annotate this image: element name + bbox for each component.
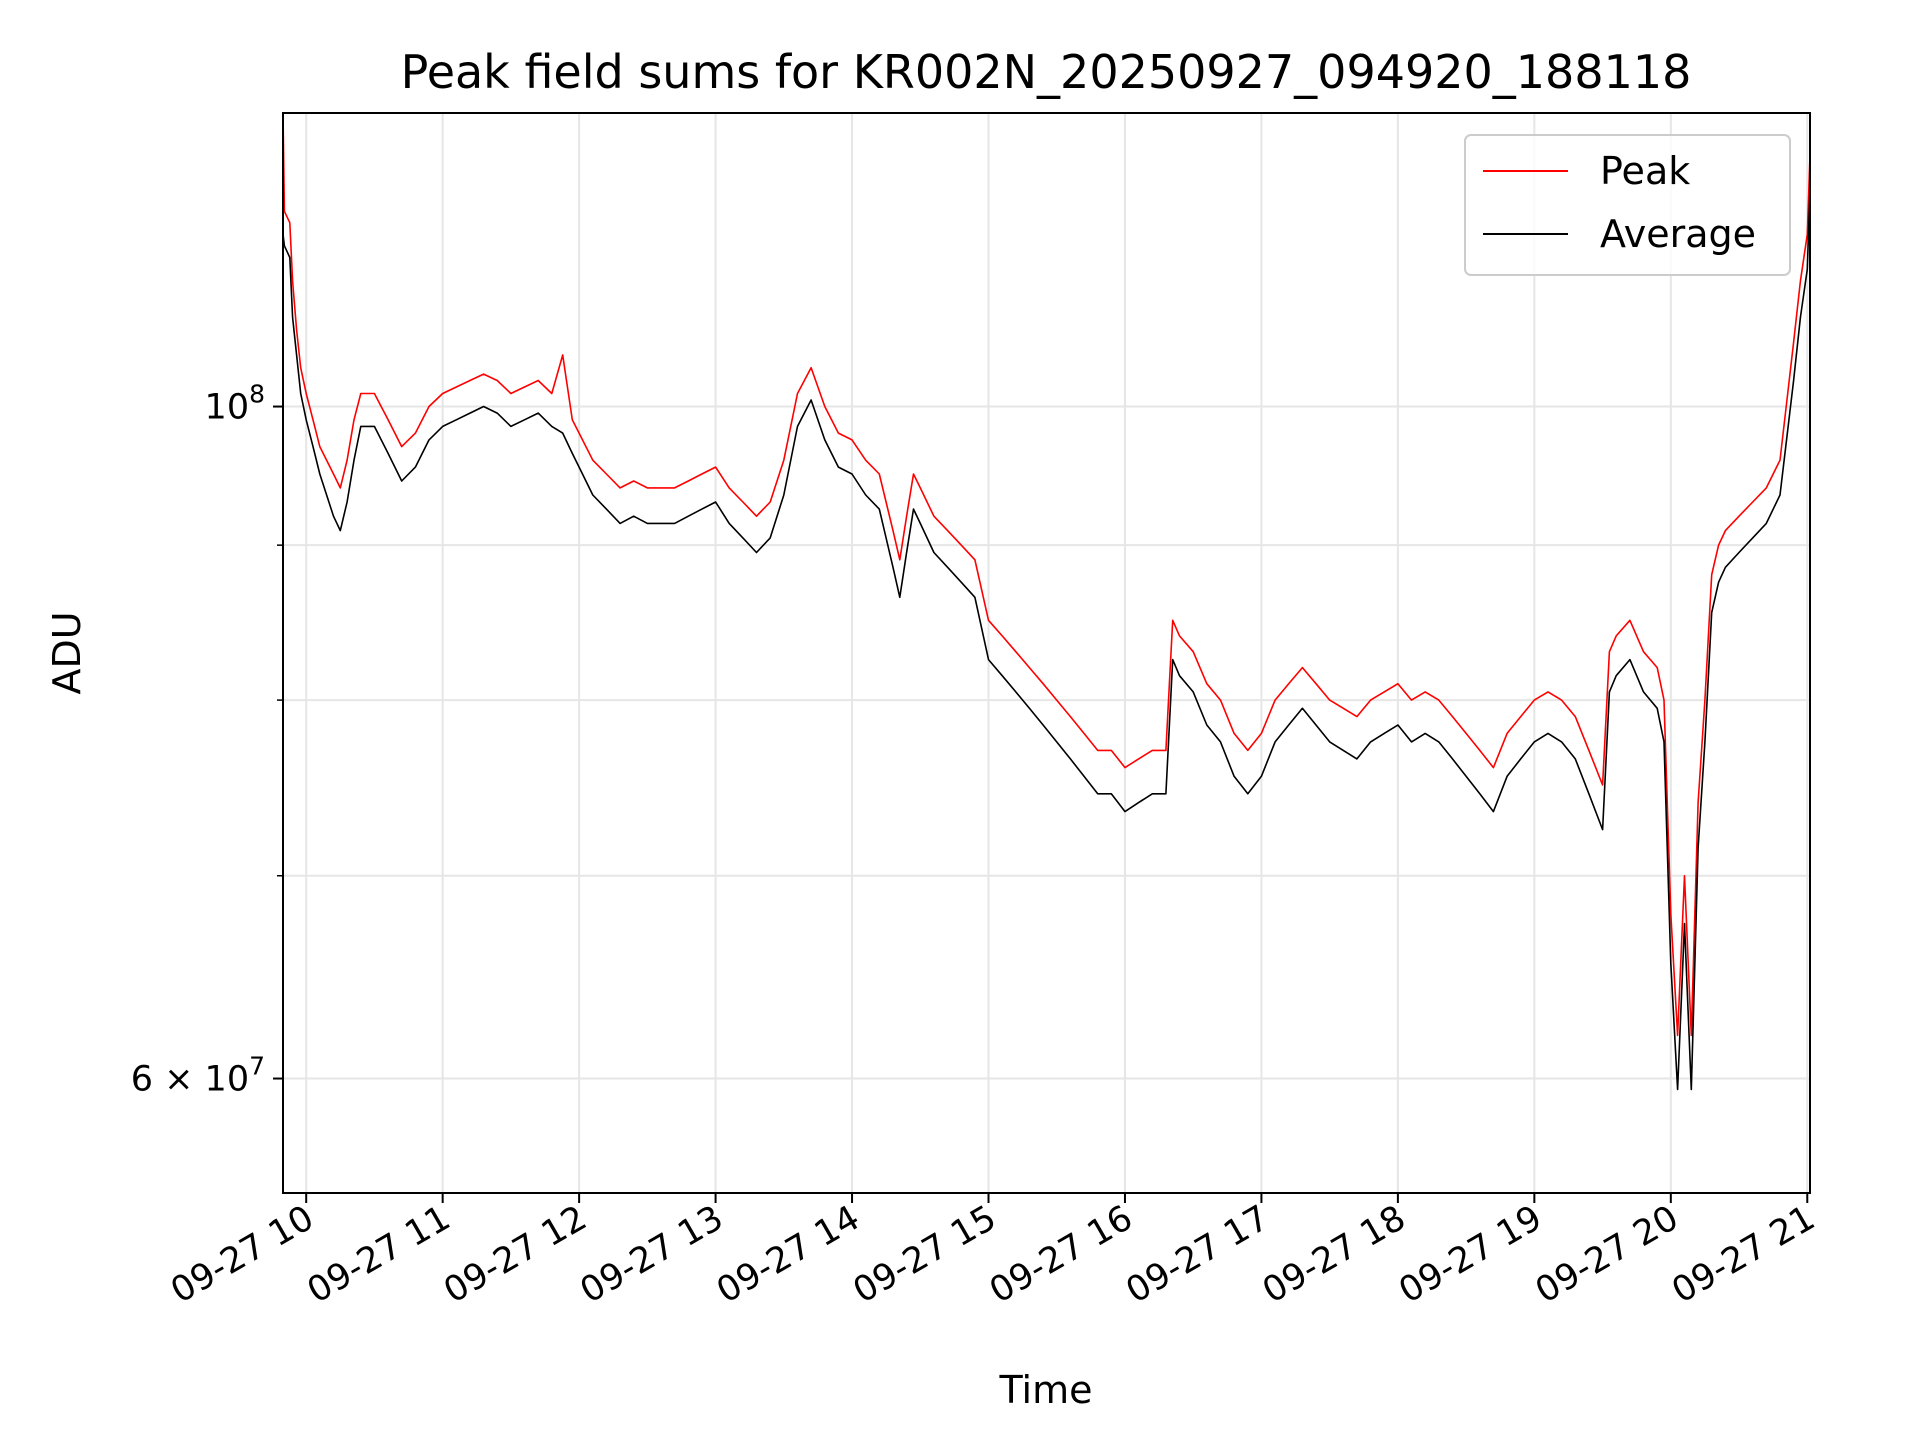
plot-frame	[282, 112, 1811, 1194]
y-axis-label: ADU	[45, 611, 89, 694]
legend-average-label: Average	[1600, 212, 1756, 256]
legend: Peak Average	[1464, 134, 1791, 276]
series-line-average	[282, 188, 1811, 1091]
legend-peak-label: Peak	[1600, 149, 1690, 193]
y-tick-label: 6 × 107	[131, 1052, 265, 1100]
series-layer	[282, 112, 1811, 1091]
x-axis-label: Time	[999, 1368, 1093, 1412]
series-line-peak	[282, 112, 1811, 1037]
chart-title: Peak field sums for KR002N_20250927_0949…	[401, 45, 1692, 99]
grid-layer	[283, 113, 1810, 1193]
